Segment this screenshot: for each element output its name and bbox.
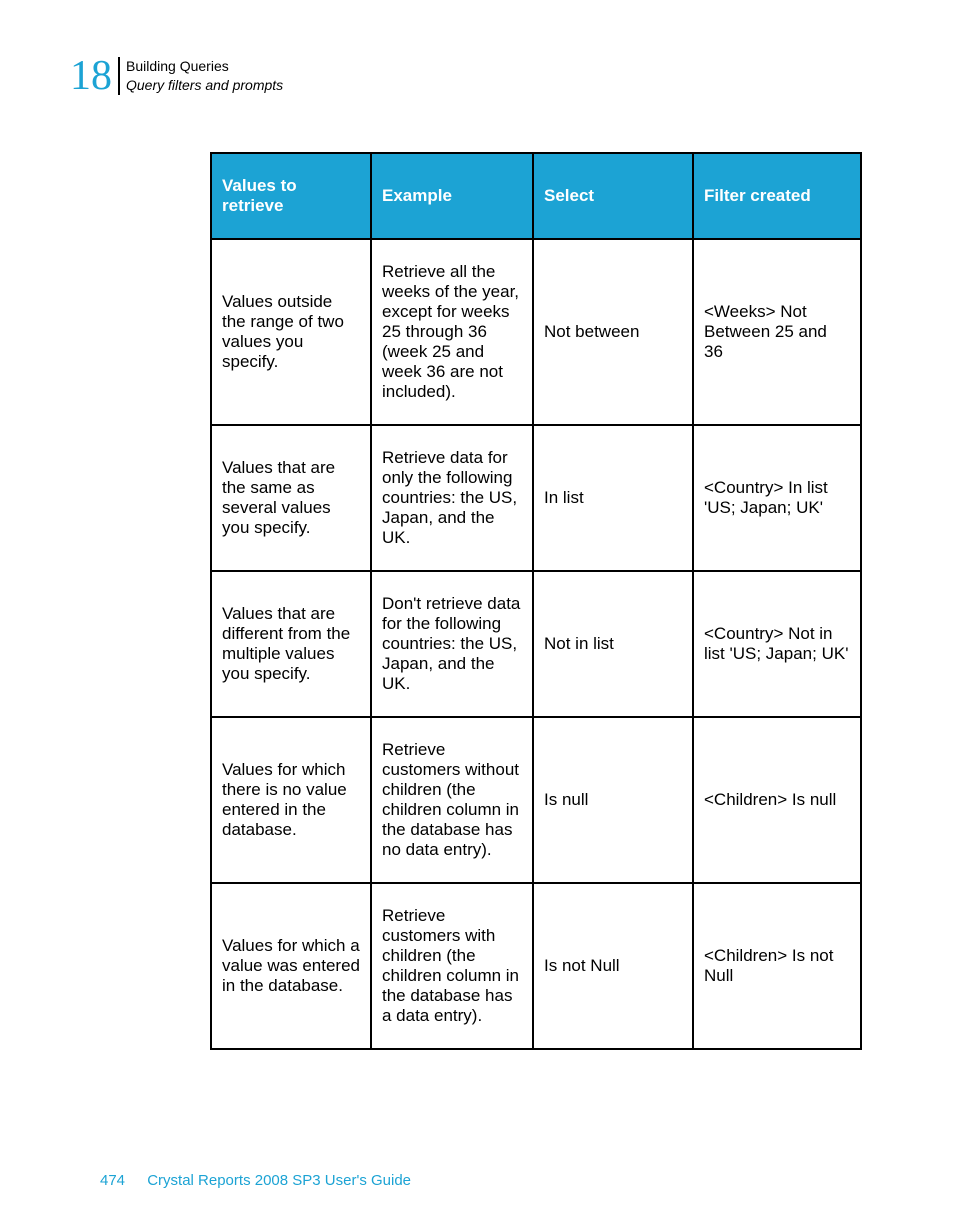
table-row: Values outside the range of two values y… [211,239,861,425]
cell-values: Values that are different from the multi… [211,571,371,717]
filter-operators-table: Values to retrieve Example Select Filter… [210,152,862,1050]
col-header-example: Example [371,153,533,239]
cell-values: Values outside the range of two values y… [211,239,371,425]
filter-table-container: Values to retrieve Example Select Filter… [210,152,864,1050]
cell-example: Retrieve customers without children (the… [371,717,533,883]
table-row: Values for which there is no value enter… [211,717,861,883]
table-header-row: Values to retrieve Example Select Filter… [211,153,861,239]
breadcrumb-top: Building Queries [126,57,283,76]
cell-select: Not in list [533,571,693,717]
cell-example: Retrieve data for only the following cou… [371,425,533,571]
cell-filter: <Country> In list 'US; Japan; UK' [693,425,861,571]
cell-filter: <Country> Not in list 'US; Japan; UK' [693,571,861,717]
header-text: Building Queries Query filters and promp… [126,55,283,95]
table-row: Values for which a value was entered in … [211,883,861,1049]
cell-values: Values for which there is no value enter… [211,717,371,883]
page-header: 18 Building Queries Query filters and pr… [70,55,864,97]
cell-select: In list [533,425,693,571]
cell-filter: <Children> Is null [693,717,861,883]
cell-select: Not between [533,239,693,425]
page: 18 Building Queries Query filters and pr… [0,0,954,1227]
cell-filter: <Weeks> Not Between 25 and 36 [693,239,861,425]
cell-filter: <Children> Is not Null [693,883,861,1049]
cell-example: Retrieve customers with children (the ch… [371,883,533,1049]
cell-example: Retrieve all the weeks of the year, exce… [371,239,533,425]
cell-example: Don't retrieve data for the following co… [371,571,533,717]
cell-values: Values for which a value was entered in … [211,883,371,1049]
cell-values: Values that are the same as several valu… [211,425,371,571]
page-footer: 474 Crystal Reports 2008 SP3 User's Guid… [100,1172,411,1189]
doc-title: Crystal Reports 2008 SP3 User's Guide [147,1172,411,1189]
cell-select: Is null [533,717,693,883]
table-row: Values that are different from the multi… [211,571,861,717]
col-header-values: Values to retrieve [211,153,371,239]
page-number: 474 [100,1172,125,1189]
chapter-number: 18 [70,55,112,97]
col-header-filter: Filter created [693,153,861,239]
table-row: Values that are the same as several valu… [211,425,861,571]
col-header-select: Select [533,153,693,239]
cell-select: Is not Null [533,883,693,1049]
header-divider [118,57,120,95]
breadcrumb-sub: Query filters and prompts [126,76,283,95]
